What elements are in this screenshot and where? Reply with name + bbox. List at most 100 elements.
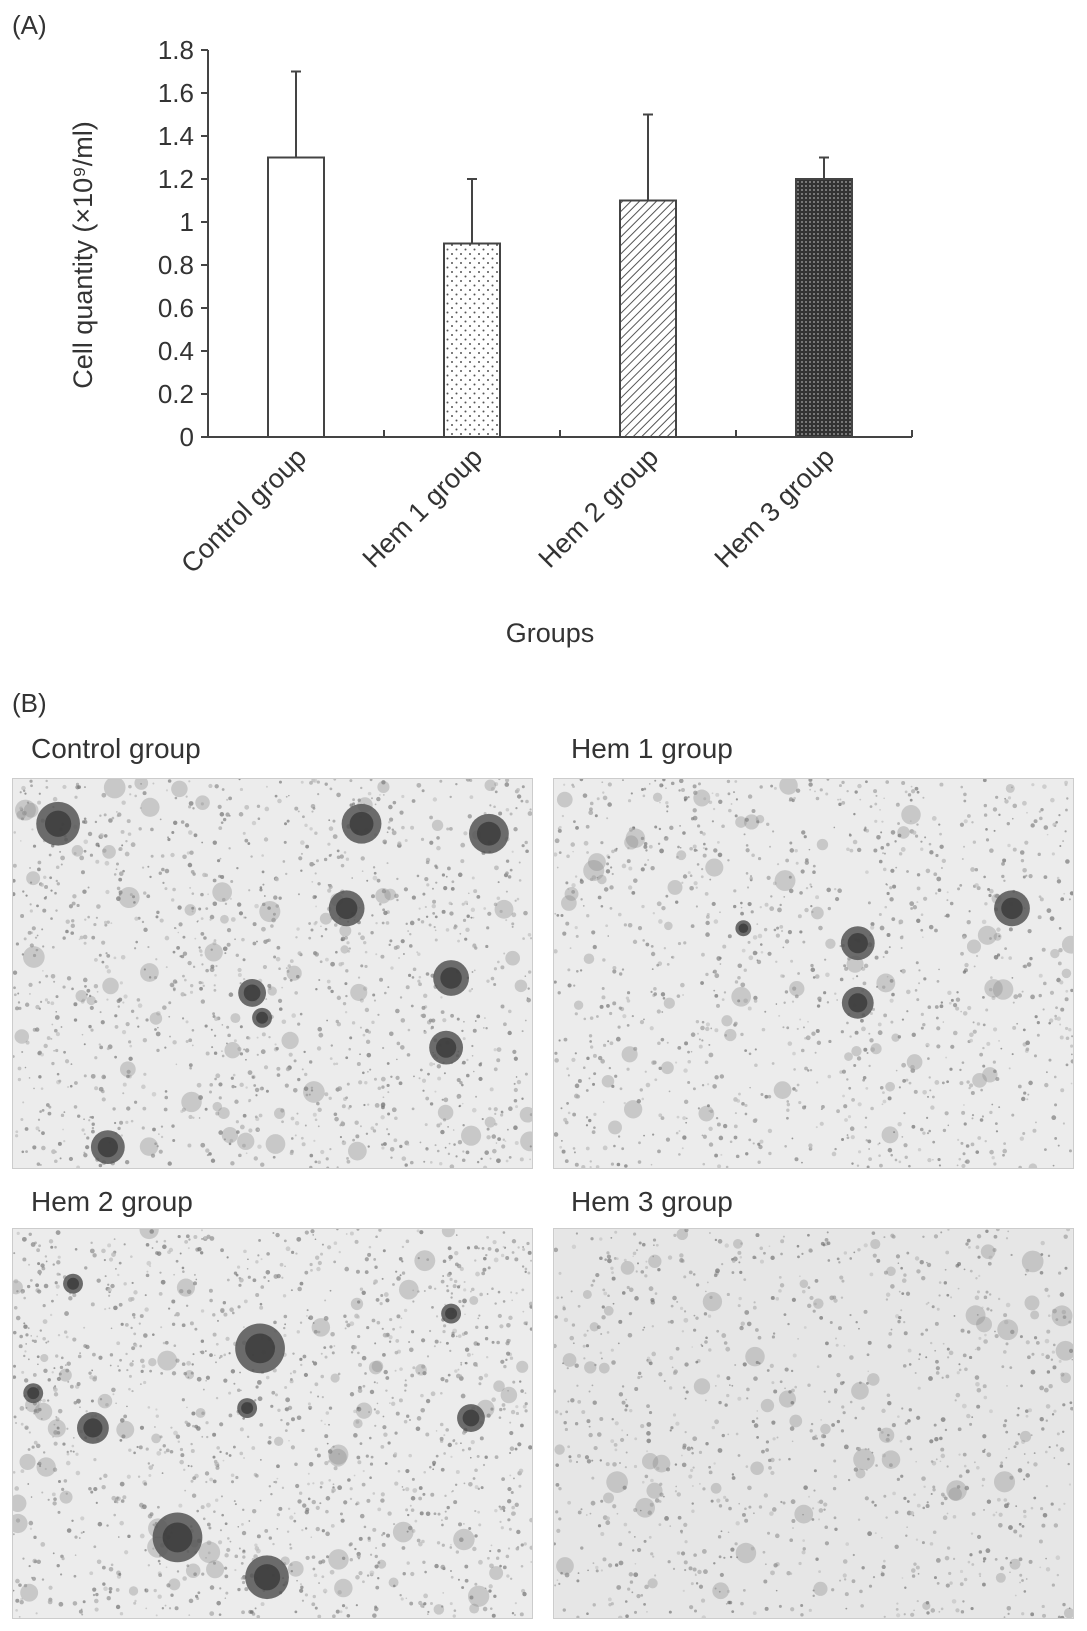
cell-dot	[1046, 908, 1052, 914]
cell-dot	[657, 1149, 661, 1154]
cell-dot	[992, 1513, 996, 1517]
cell-dot	[317, 882, 321, 886]
cell-dot	[505, 919, 508, 922]
cell-cluster	[287, 1560, 304, 1577]
cell-dot	[826, 779, 830, 781]
cell-dot	[474, 1509, 477, 1513]
cell-dot	[142, 1106, 147, 1111]
cell-dot	[69, 1084, 73, 1088]
cell-dot	[927, 1158, 932, 1163]
cell-dot	[52, 1435, 55, 1438]
cell-dot	[757, 1335, 762, 1340]
cell-dot	[650, 951, 656, 957]
cell-dot	[383, 1369, 388, 1375]
cell-dot	[80, 1531, 83, 1534]
cell-dot	[23, 1324, 28, 1329]
cell-dot	[150, 827, 154, 832]
cell-cluster	[414, 1250, 436, 1272]
cell-dot	[701, 868, 704, 871]
cell-dot	[370, 1455, 374, 1459]
cell-dot	[644, 1274, 648, 1278]
cell-dot	[89, 1116, 92, 1119]
cell-dot	[205, 1480, 208, 1484]
cell-dot	[461, 1102, 464, 1105]
cell-dot	[39, 1273, 41, 1276]
cell-dot	[611, 1360, 616, 1365]
cell-dot	[896, 1602, 899, 1605]
cell-dot	[170, 1593, 174, 1597]
cell-dot	[950, 998, 954, 1002]
cell-dot	[112, 1107, 116, 1111]
cell-dot	[392, 1283, 395, 1286]
cell-dot	[107, 1283, 110, 1286]
cell-dot	[131, 1312, 136, 1317]
cell-dot	[862, 981, 867, 986]
cell-dot	[597, 1524, 602, 1528]
cell-dot	[985, 1229, 989, 1233]
cell-dot	[1039, 1270, 1044, 1275]
cell-dot	[483, 1165, 488, 1168]
cell-dot	[419, 1511, 424, 1516]
cell-dot	[685, 1390, 689, 1394]
cell-dot	[226, 1547, 231, 1553]
cell-dot	[235, 1273, 239, 1277]
cell-dot	[493, 1107, 498, 1112]
cell-dot	[576, 1461, 579, 1463]
cell-dot	[881, 1103, 884, 1106]
cell-dot	[983, 803, 988, 808]
cell-dot	[887, 1147, 893, 1153]
cell-dot	[344, 1266, 350, 1272]
cell-dot	[230, 1369, 236, 1374]
cell-dot	[417, 1257, 420, 1260]
cell-dot	[412, 1300, 415, 1303]
cell-dot	[1048, 1058, 1052, 1062]
cell-dot	[260, 1162, 265, 1167]
cell-dot	[472, 1477, 476, 1480]
cell-dot	[794, 1157, 799, 1162]
cell-dot	[18, 1344, 23, 1349]
cell-dot	[931, 816, 937, 821]
cell-dot	[414, 1519, 418, 1523]
cell-dot	[59, 1573, 63, 1576]
cell-dot	[214, 1077, 217, 1081]
cell-dot	[460, 859, 465, 864]
cell-dot	[356, 1229, 360, 1231]
cell-dot	[1004, 1419, 1008, 1423]
cell-dot	[841, 780, 845, 785]
cell-dot	[704, 847, 708, 851]
cell-dot	[346, 1159, 351, 1164]
cell-dot	[1070, 1044, 1073, 1048]
cell-dot	[610, 1162, 615, 1166]
cell-dot	[506, 1499, 512, 1504]
cell-dot	[277, 1408, 281, 1412]
cell-dot	[592, 1603, 596, 1607]
cell-dot	[487, 1266, 491, 1270]
cell-dot	[204, 1107, 208, 1111]
cell-dot	[187, 960, 192, 966]
cell-dot	[874, 1503, 877, 1507]
cell-dot	[790, 959, 794, 963]
cell-dot	[207, 1551, 211, 1555]
cell-dot	[194, 1327, 198, 1331]
cell-dot	[738, 1296, 742, 1301]
cell-dot	[410, 1004, 414, 1008]
cell-dot	[381, 1277, 384, 1280]
cell-dot	[899, 969, 903, 973]
cell-dot	[354, 1547, 357, 1551]
cell-dot	[370, 1126, 375, 1131]
cell-dot	[505, 859, 510, 863]
cell-dot	[554, 1542, 556, 1546]
cell-dot	[601, 987, 605, 991]
cell-dot	[261, 854, 264, 857]
cell-dot	[948, 1001, 952, 1005]
cell-dot	[916, 873, 921, 877]
cell-dot	[246, 1267, 249, 1270]
cell-dot	[128, 1297, 133, 1302]
cell-dot	[649, 1026, 654, 1031]
cell-dot	[497, 1548, 501, 1553]
cell-dot	[130, 1009, 135, 1013]
cell-dot	[808, 782, 813, 787]
cell-dot	[945, 1374, 950, 1379]
cell-dot	[723, 991, 727, 994]
cell-dot	[409, 933, 412, 936]
